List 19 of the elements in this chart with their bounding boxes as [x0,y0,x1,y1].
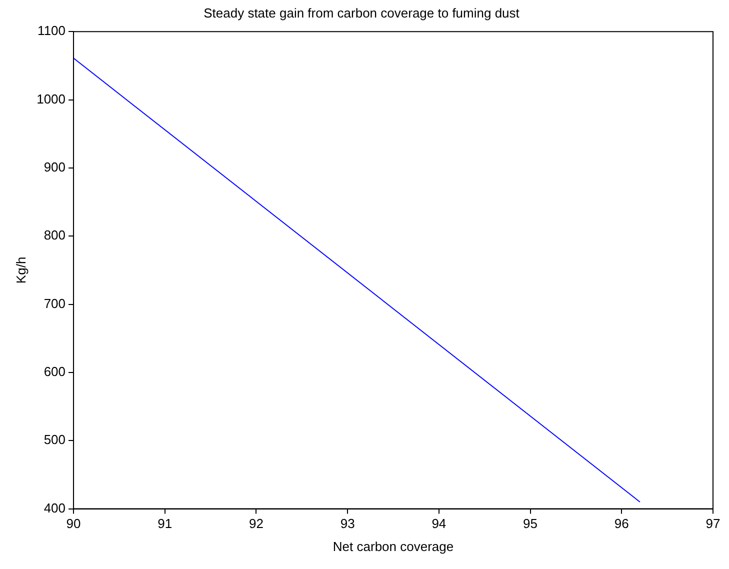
y-tick-label: 800 [44,228,66,243]
x-tick-label: 92 [248,516,264,532]
y-tick-label: 900 [44,160,66,175]
x-tick-label: 97 [706,516,720,532]
x-tick-label: 95 [523,516,538,532]
y-tick-label: 1000 [36,91,66,106]
x-axis-title: Net carbon coverage [332,538,454,554]
y-tick-label: 500 [44,432,66,448]
y-tick-label: 600 [44,364,66,380]
x-tick-label: 93 [340,516,355,532]
y-tick-label: 400 [44,500,66,516]
chart-title: Steady state gain from carbon coverage to fuming dust [204,5,520,20]
x-tick-label: 91 [158,516,172,532]
x-tick-label: 96 [614,516,629,532]
y-tick-label: 1100 [38,23,66,38]
x-tick-label: 94 [432,516,446,532]
y-tick-label: 700 [44,296,66,311]
y-axis-title: Kg/h [13,256,28,284]
x-tick-label: 90 [66,516,81,532]
